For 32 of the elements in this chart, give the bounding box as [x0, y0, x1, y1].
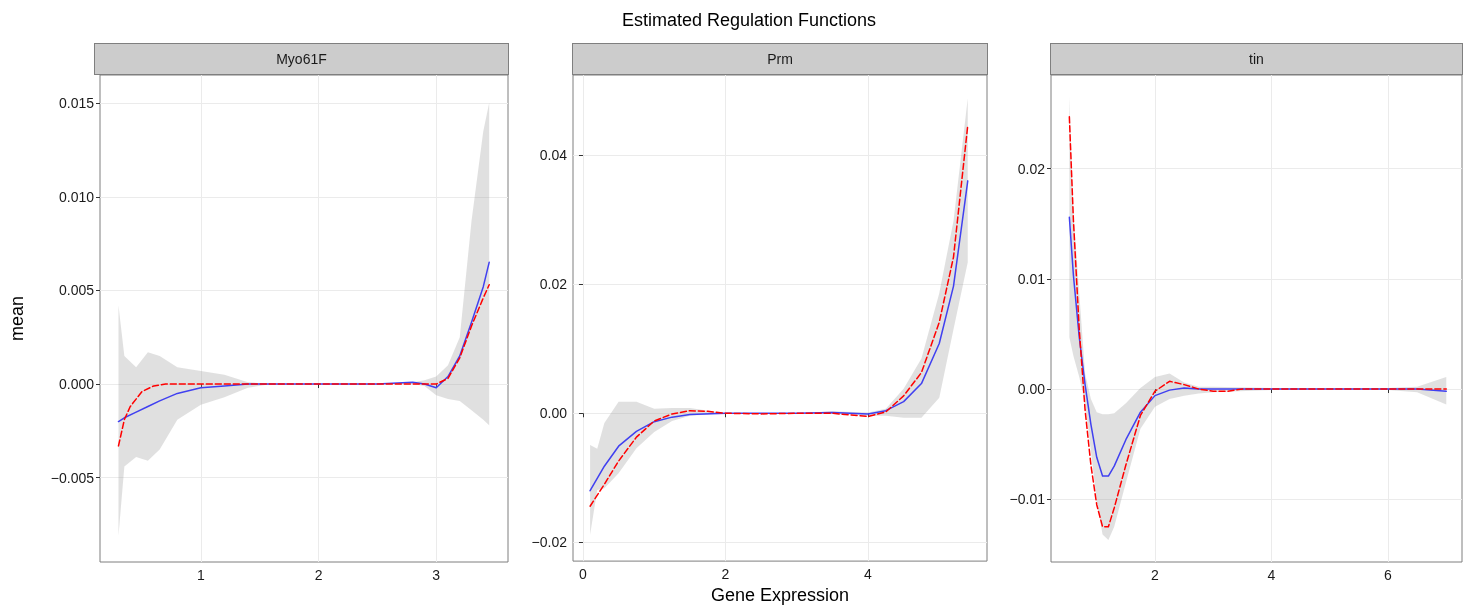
x-tick-label: 0	[579, 566, 588, 583]
chart-subtitle: Myo61F	[94, 43, 509, 75]
y-tick-label: 0.005	[58, 282, 95, 299]
x-tick-label: 2	[721, 566, 730, 583]
y-tick-label: 0.02	[539, 276, 568, 293]
y-tick-label: 0.000	[58, 376, 95, 393]
line-series	[117, 261, 490, 423]
chart-title: Estimated Regulation Functions	[620, 10, 878, 31]
y-tick-label: 0.01	[1017, 270, 1046, 287]
y-tick-label: 0.02	[1017, 160, 1046, 177]
y-axis-title: mean	[7, 295, 27, 342]
line-series	[117, 284, 490, 447]
x-tick-label: 4	[864, 566, 873, 583]
chart-subtitle: Prm	[572, 43, 988, 75]
y-tick-label: −0.005	[50, 469, 95, 486]
x-tick-label: 2	[1151, 567, 1160, 583]
chart-subtitle: tin	[1050, 43, 1463, 75]
x-axis-title: Gene Expression	[710, 585, 850, 605]
line-series	[1068, 216, 1448, 477]
y-tick-label: 0.010	[58, 188, 95, 205]
x-tick-label: 2	[314, 567, 323, 583]
x-tick-label: 6	[1384, 567, 1393, 583]
y-tick-label: −0.01	[1009, 491, 1046, 508]
y-tick-label: −0.02	[531, 534, 568, 551]
x-tick-label: 1	[196, 567, 205, 583]
x-tick-label: 3	[432, 567, 441, 583]
y-tick-label: 0.00	[539, 405, 568, 422]
y-tick-label: 0.015	[58, 95, 95, 112]
x-tick-label: 4	[1267, 567, 1276, 583]
y-tick-label: 0.04	[539, 147, 568, 164]
y-tick-label: 0.00	[1017, 381, 1046, 398]
line-series	[589, 180, 969, 492]
